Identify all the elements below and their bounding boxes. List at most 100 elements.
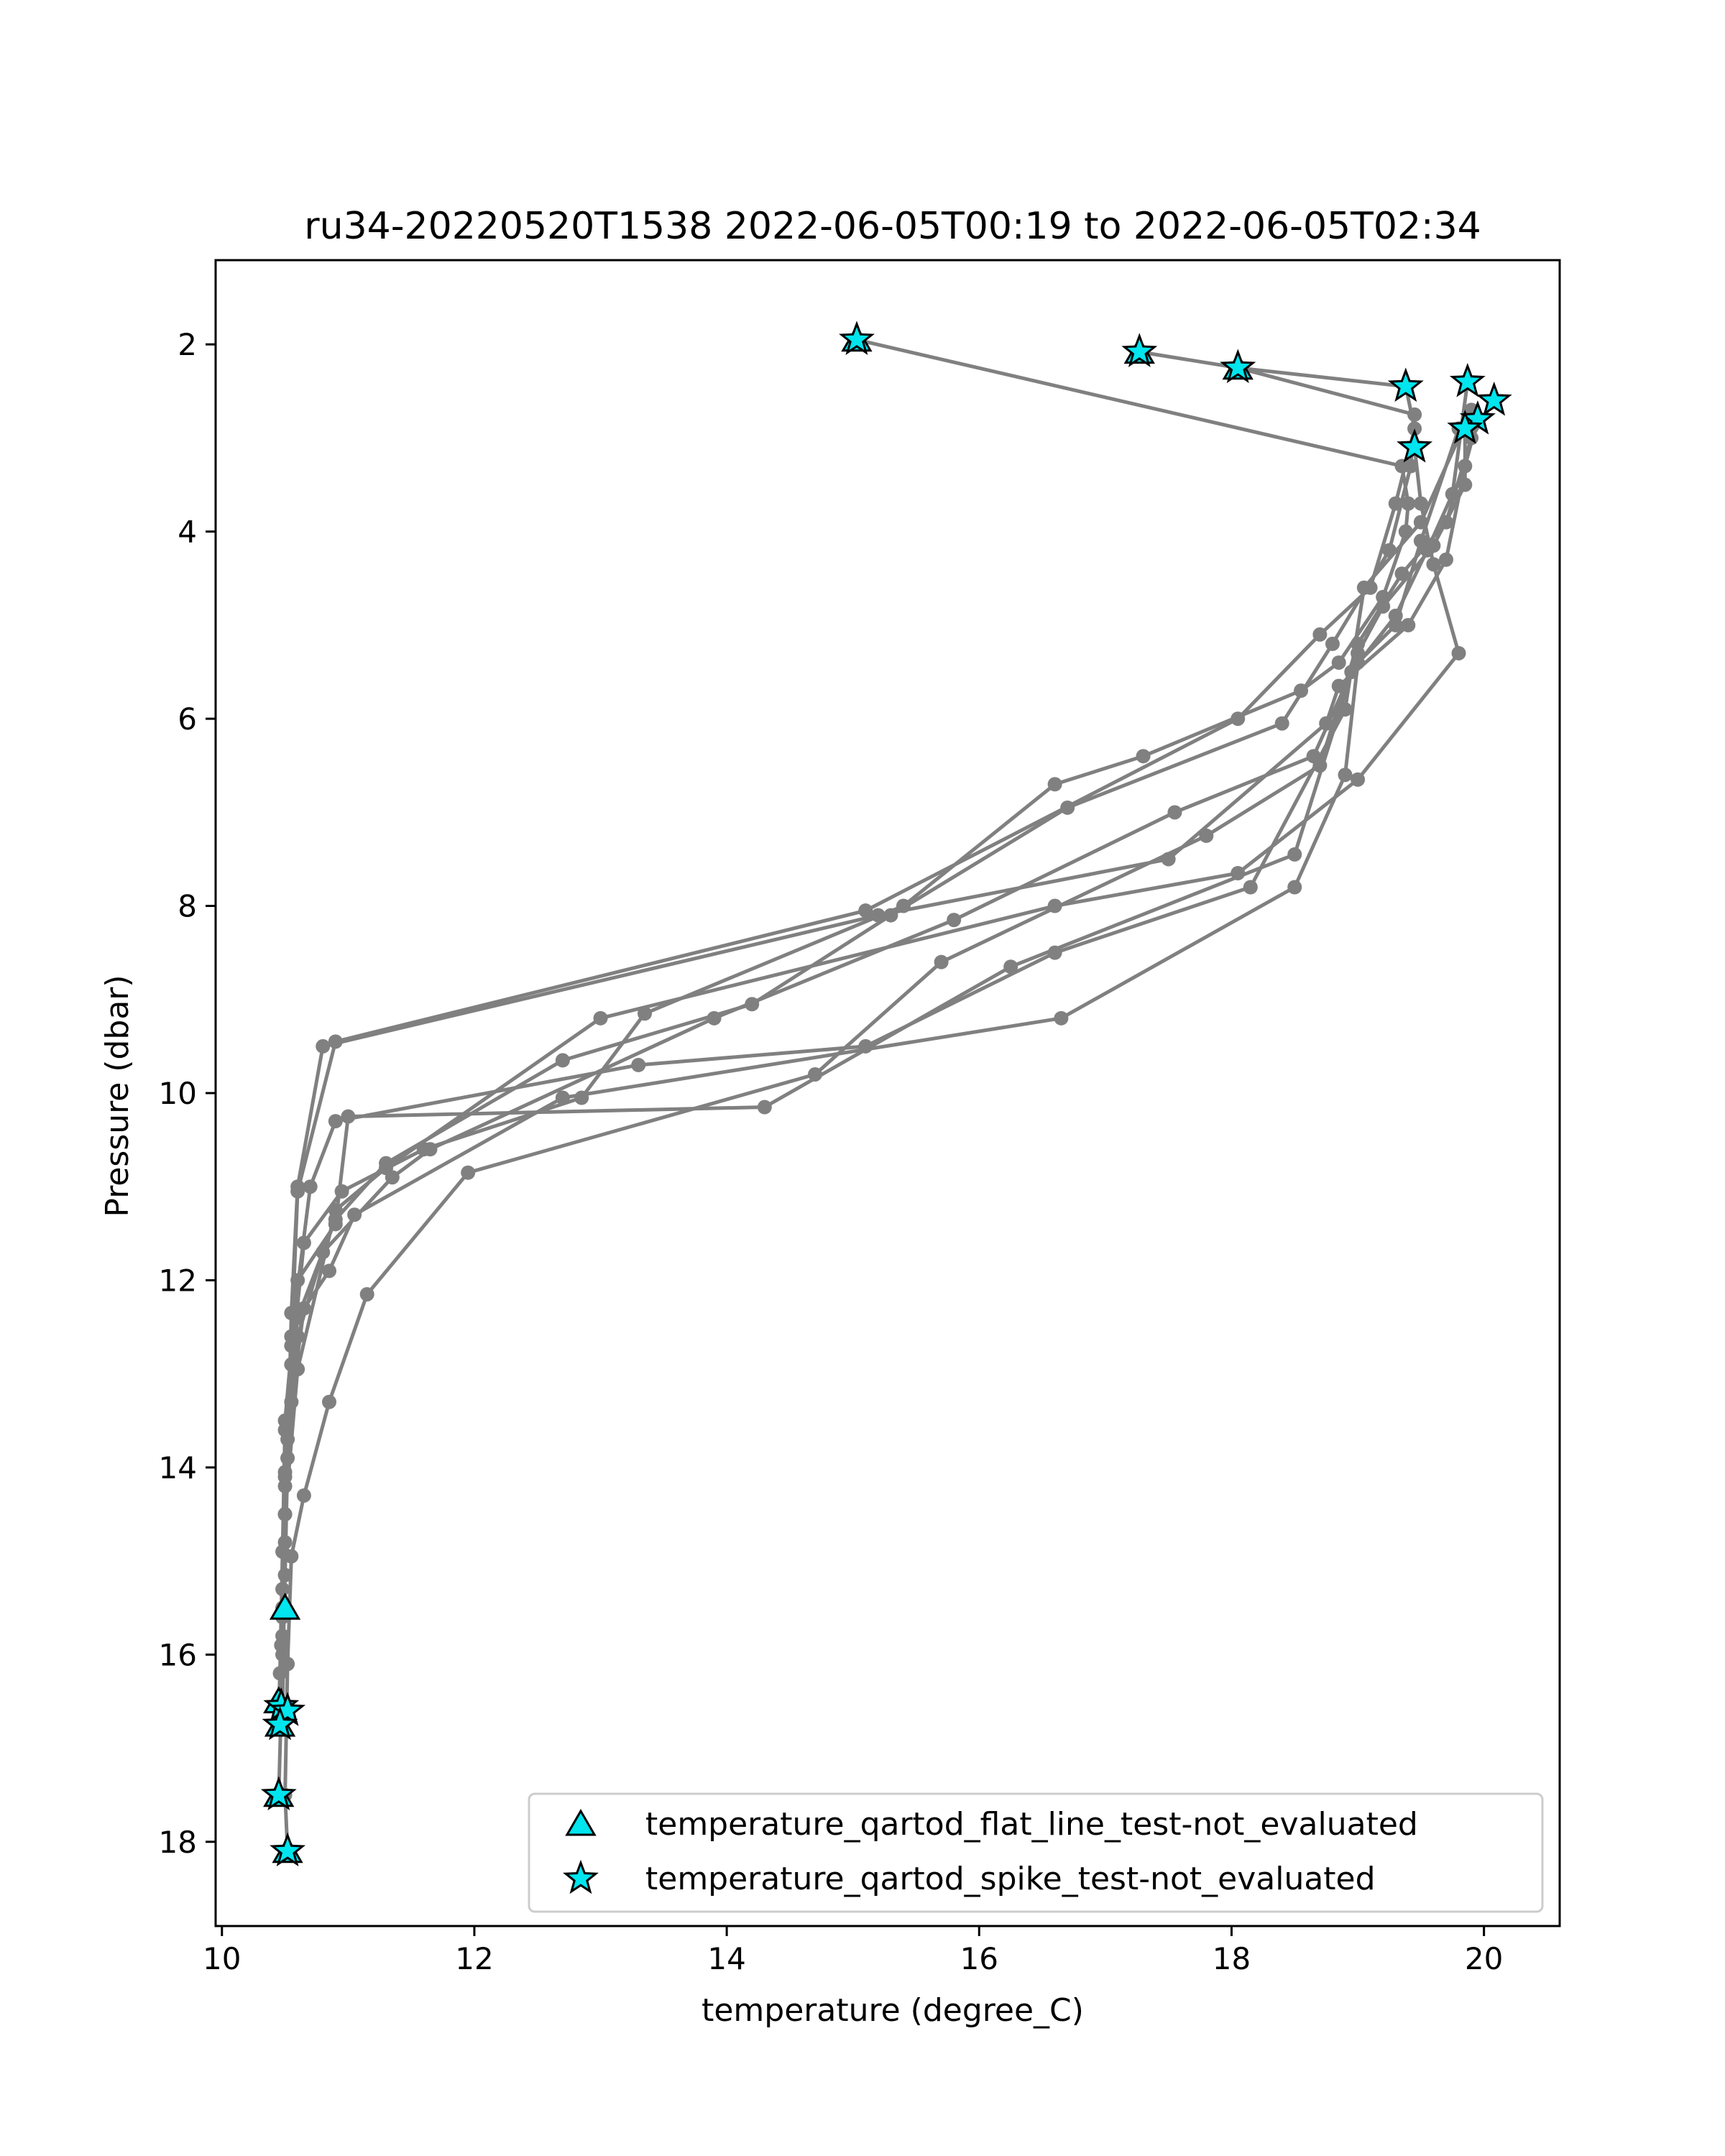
profile-point (707, 1010, 722, 1026)
profile-point (1287, 880, 1302, 895)
profile-point (461, 1165, 476, 1180)
profile-point (1401, 496, 1416, 511)
legend-triangle-marker (565, 1809, 597, 1836)
spike-flag-marker (260, 1776, 297, 1810)
profile-point (328, 1217, 343, 1232)
profile-point (745, 997, 760, 1012)
legend-entry-label: temperature_qartod_spike_test-not_evalua… (645, 1861, 1376, 1897)
profile-point (280, 1450, 295, 1465)
profile-point (1338, 702, 1353, 717)
profile-point (290, 1179, 305, 1194)
profile-point (1401, 617, 1416, 632)
profile-point (1445, 487, 1460, 502)
profile-point (284, 1549, 299, 1564)
profile-point (1381, 543, 1397, 558)
profile-point (1438, 552, 1453, 567)
profile-point (1458, 459, 1473, 474)
profile-line-2 (277, 350, 1417, 1711)
profile-line-7 (277, 428, 1467, 1707)
profile-point (284, 1306, 299, 1321)
profile-line-1 (277, 338, 1410, 1795)
spike-flag-marker (1476, 381, 1512, 416)
profile-point (1331, 678, 1346, 694)
profile-point (858, 903, 873, 918)
profile-point (328, 1034, 343, 1049)
profile-point (1407, 407, 1422, 422)
profile-point (947, 913, 962, 928)
spike-flag-marker (270, 1692, 306, 1726)
profile-point (296, 1235, 311, 1250)
profile-line-6 (278, 418, 1480, 1726)
spike-flag-marker (1220, 349, 1256, 384)
profile-point (858, 1038, 873, 1054)
y-tick-label: 10 (159, 1076, 197, 1111)
spike-flag-marker (1447, 410, 1484, 444)
profile-line-5 (283, 400, 1496, 1851)
profile-point (1398, 524, 1413, 539)
profile-point (284, 1329, 299, 1344)
profile-point (275, 1647, 290, 1662)
profile-point (574, 1090, 589, 1105)
profile-point (1230, 711, 1246, 727)
x-tick-label: 14 (707, 1941, 745, 1976)
profile-point (1230, 865, 1246, 880)
profile-point (1294, 683, 1309, 699)
profile-point (1338, 768, 1353, 783)
profile-point (1426, 557, 1441, 572)
plot-lines (277, 338, 1496, 1851)
legend-box (528, 1792, 1544, 1913)
y-axis-label: Pressure (dbar) (99, 975, 136, 1217)
profile-point (1351, 655, 1366, 670)
profile-point (1161, 852, 1176, 867)
profile-point (934, 954, 949, 969)
y-tick-label: 12 (159, 1263, 197, 1298)
profile-point (334, 1184, 349, 1199)
profile-point (1394, 566, 1409, 581)
profile-point (347, 1207, 362, 1222)
profile-point (341, 1109, 356, 1124)
profile-point (1199, 828, 1214, 843)
profile-point (1451, 645, 1466, 660)
profile-point (275, 1582, 290, 1597)
profile-point (290, 1362, 305, 1377)
profile-point (1376, 599, 1391, 614)
spike-flag-marker (839, 321, 875, 355)
y-tick-label: 14 (159, 1450, 197, 1485)
profile-point (1047, 945, 1062, 960)
profile-point (1047, 898, 1062, 913)
spike-flag-marker (1449, 363, 1486, 397)
profile-point (1458, 477, 1473, 492)
profile-point (316, 1245, 331, 1260)
profile-point (1388, 496, 1403, 511)
profile-point (1351, 772, 1366, 787)
profile-point (555, 1090, 570, 1105)
profile-point (1438, 515, 1453, 530)
profile-point (1413, 496, 1428, 511)
profile-point (379, 1161, 394, 1176)
profile-point (1426, 538, 1441, 553)
profile-point (423, 1142, 438, 1157)
spike-flag-marker (1121, 333, 1158, 367)
profile-point (1413, 515, 1428, 530)
spike-flag-marker (270, 1832, 306, 1867)
profile-point (631, 1057, 646, 1072)
profile-line-3 (280, 366, 1417, 1608)
profile-point (1287, 847, 1302, 862)
y-tick-label: 8 (178, 889, 197, 924)
profile-point (1312, 627, 1328, 642)
profile-point (277, 1507, 293, 1522)
profile-point (808, 1067, 823, 1082)
profile-point (280, 1432, 295, 1447)
profile-point (1136, 749, 1151, 764)
y-axis-ticks: 2 4 6 8 10 12 14 16 18 (159, 327, 216, 1860)
plot-flags (260, 321, 1512, 1867)
plot-frame (214, 259, 1561, 1927)
profile-point (1274, 716, 1289, 731)
spike-flag-marker (262, 1705, 298, 1741)
plot-points (271, 332, 1501, 1858)
profile-point (883, 908, 898, 923)
profile-point (322, 1263, 337, 1279)
profile-point (277, 1469, 293, 1484)
profile-point (316, 1038, 331, 1054)
profile-point (593, 1010, 608, 1026)
